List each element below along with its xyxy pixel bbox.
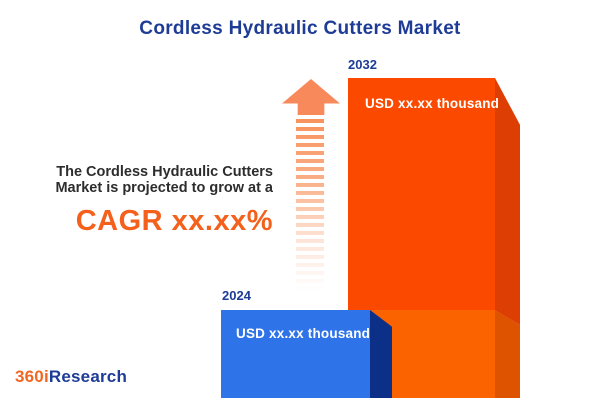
annotation-line-1: The Cordless Hydraulic Cutters: [56, 164, 273, 180]
annotation-line-2: Market is projected to grow at a: [55, 180, 273, 196]
bar-2024-year-label: 2024: [222, 288, 251, 303]
bar-2032-value-label: USD xx.xx thousand: [365, 96, 500, 111]
bar-2032-side-upper: [495, 78, 520, 325]
brand-logo-prefix: 360i: [15, 367, 49, 386]
bar-2024-side: [370, 310, 392, 398]
growth-arrow-stripes-icon: [296, 119, 324, 291]
growth-annotation: The Cordless Hydraulic Cutters Market is…: [0, 164, 273, 238]
bar-2024-value-label: USD xx.xx thousand: [236, 326, 371, 341]
growth-arrow-head-icon: [282, 79, 340, 115]
bar-2032-side-lower: [495, 310, 520, 398]
page-title: Cordless Hydraulic Cutters Market: [139, 18, 461, 39]
brand-logo-suffix: Research: [48, 367, 128, 386]
bar-2032-year-label: 2032: [348, 57, 377, 72]
bar-2032-face-upper: [348, 78, 495, 310]
bar-2024-face: [221, 310, 370, 398]
brand-logo: 360iResearch: [15, 367, 127, 387]
cagr-value: CAGR xx.xx%: [75, 205, 273, 237]
